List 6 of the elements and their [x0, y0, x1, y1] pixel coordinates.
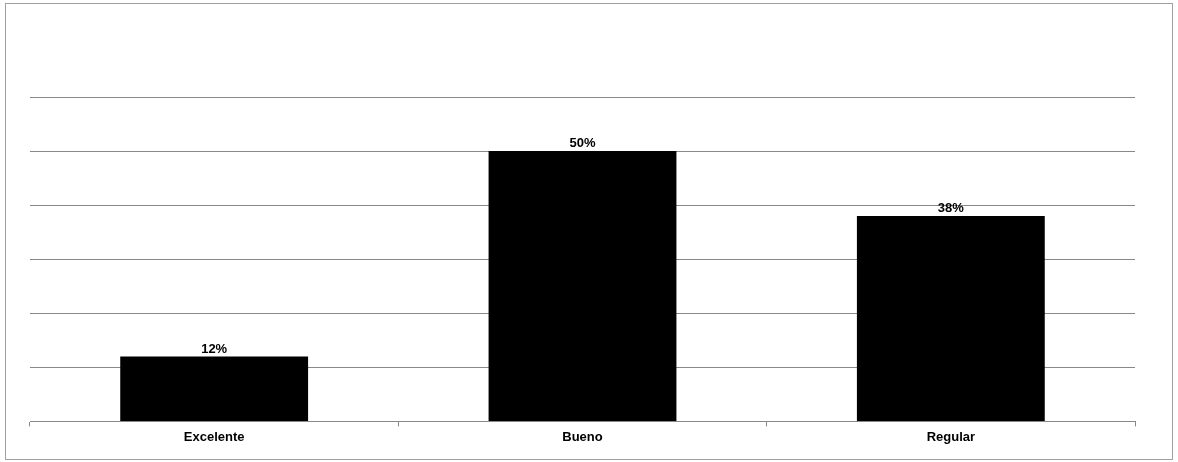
x-tick-label: Bueno	[562, 428, 603, 444]
x-tick-label: Excelente	[183, 428, 245, 444]
data-label: 12%	[201, 340, 228, 356]
x-tick-label: Regular	[926, 428, 976, 444]
data-label: 50%	[569, 135, 596, 151]
data-label: 38%	[937, 200, 965, 216]
